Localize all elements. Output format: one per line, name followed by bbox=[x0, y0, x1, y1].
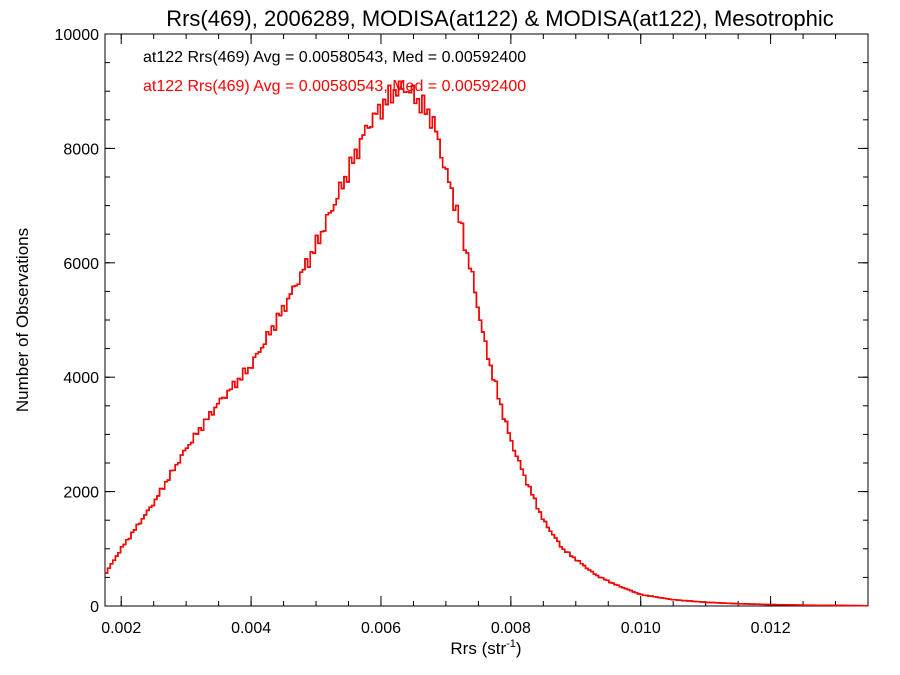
x-axis-label-superscript: -1 bbox=[506, 638, 516, 650]
x-axis-label-suffix: ) bbox=[516, 639, 522, 658]
y-tick-label: 4000 bbox=[63, 370, 99, 387]
y-tick-label: 10000 bbox=[55, 27, 100, 44]
y-axis-label: Number of Observations bbox=[13, 228, 32, 412]
plot-frame bbox=[104, 33, 869, 607]
y-tick-label: 2000 bbox=[63, 485, 99, 502]
y-tick-label: 0 bbox=[90, 599, 99, 616]
annotation-black: at122 Rrs(469) Avg = 0.00580543, Med = 0… bbox=[143, 49, 526, 66]
series-line-red bbox=[105, 80, 868, 607]
x-tick-label: 0.002 bbox=[101, 620, 141, 637]
x-tick-label: 0.004 bbox=[231, 620, 271, 637]
x-tick-label: 0.008 bbox=[491, 620, 531, 637]
x-axis-label: Rrs (str-1) bbox=[450, 638, 521, 658]
x-axis: 0.002 0.004 0.006 0.008 0.010 0.012 bbox=[101, 34, 869, 637]
chart-title: Rrs(469), 2006289, MODISA(at122) & MODIS… bbox=[166, 6, 834, 31]
x-tick-label: 0.010 bbox=[621, 620, 661, 637]
annotation-red: at122 Rrs(469) Avg = 0.00580543, Med = 0… bbox=[143, 78, 526, 95]
x-axis-label-main: Rrs (str bbox=[450, 639, 506, 658]
y-axis: 0 2000 4000 6000 8000 10000 bbox=[55, 27, 868, 616]
x-tick-label: 0.006 bbox=[361, 620, 401, 637]
y-tick-label: 8000 bbox=[63, 141, 99, 158]
x-tick-label: 0.012 bbox=[751, 620, 791, 637]
y-tick-label: 6000 bbox=[63, 256, 99, 273]
